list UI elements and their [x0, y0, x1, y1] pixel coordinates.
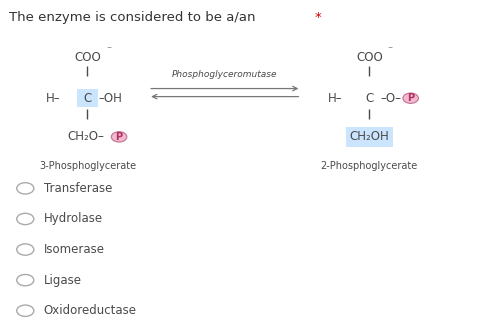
Text: The enzyme is considered to be a/an: The enzyme is considered to be a/an	[9, 11, 260, 24]
Text: C: C	[365, 92, 373, 105]
Circle shape	[403, 93, 418, 103]
Text: P: P	[116, 132, 122, 142]
Text: H–: H–	[46, 92, 61, 105]
Text: Phosphoglyceromutase: Phosphoglyceromutase	[172, 70, 278, 79]
Text: Oxidoreductase: Oxidoreductase	[44, 304, 137, 317]
Text: Hydrolase: Hydrolase	[44, 213, 103, 225]
Text: COO: COO	[74, 52, 101, 64]
Circle shape	[111, 132, 127, 142]
Text: 2-Phosphoglycerate: 2-Phosphoglycerate	[321, 161, 418, 171]
Text: C: C	[84, 92, 91, 105]
Text: COO: COO	[356, 52, 383, 64]
Text: CH₂OH: CH₂OH	[349, 130, 389, 143]
FancyBboxPatch shape	[77, 89, 98, 107]
Text: *: *	[315, 11, 322, 24]
Text: ⁻: ⁻	[106, 45, 111, 55]
Text: 3-Phosphoglycerate: 3-Phosphoglycerate	[39, 161, 136, 171]
Text: Isomerase: Isomerase	[44, 243, 105, 256]
Text: –OH: –OH	[98, 92, 122, 105]
Text: H–: H–	[328, 92, 343, 105]
Text: –O–: –O–	[380, 92, 401, 105]
Text: P: P	[407, 93, 414, 103]
Text: Transferase: Transferase	[44, 182, 112, 195]
Text: ⁻: ⁻	[388, 45, 393, 55]
FancyBboxPatch shape	[346, 127, 393, 147]
Text: Ligase: Ligase	[44, 274, 82, 287]
Text: CH₂O–: CH₂O–	[67, 130, 104, 143]
